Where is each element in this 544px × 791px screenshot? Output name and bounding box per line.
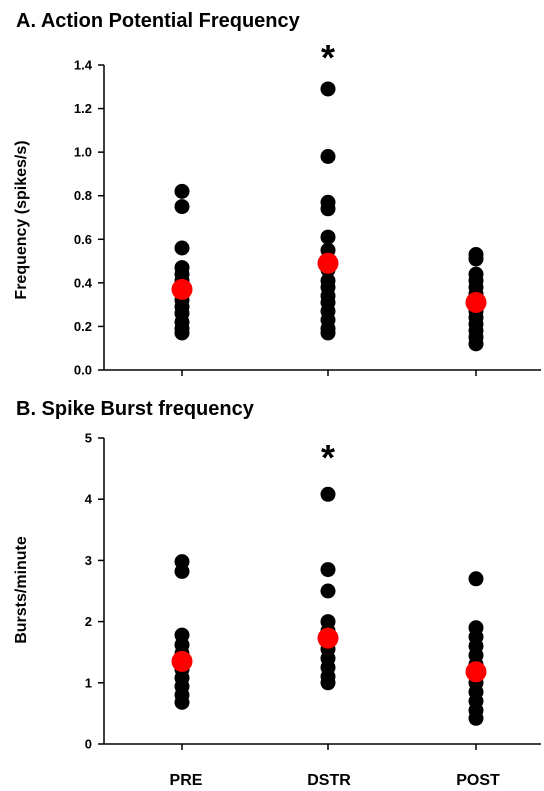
panel-a-point-dstr (320, 201, 336, 217)
panel-a-y-tick-label: 0.6 (74, 232, 92, 247)
panel-b-axes (103, 438, 541, 745)
panel-b-point-post (468, 571, 484, 587)
category-label-dstr: DSTR (307, 772, 351, 789)
panel-b-y-tick-label: 1 (85, 675, 92, 690)
panel-b-point-dstr (320, 583, 336, 599)
panel-b-mean-dstr (317, 627, 339, 649)
panel-b-y-tick-label: 4 (85, 492, 93, 507)
panel-a-significance-star: * (321, 37, 335, 78)
panel-a-point-dstr (320, 81, 336, 97)
panel-a-y-axis-label: Frequency (spikes/s) (13, 140, 30, 299)
panel-b-title: B. Spike Burst frequency (16, 398, 255, 420)
category-label-post: POST (456, 772, 500, 789)
panel-a-chart: A. Action Potential Frequency Frequency … (13, 10, 541, 378)
panel-a-significance: * (321, 37, 335, 78)
panel-a-point-pre (174, 199, 190, 215)
panel-a-point-pre (174, 183, 190, 199)
panel-a-y-tick-label: 0.4 (74, 275, 93, 290)
panel-a-points (174, 81, 484, 352)
panel-b-y-tick-label: 3 (85, 553, 92, 568)
panel-b-chart: B. Spike Burst frequency Bursts/minute 0… (13, 398, 541, 752)
panel-b-y-tick-label: 5 (85, 431, 92, 446)
panel-a-mean-pre (171, 278, 193, 300)
panel-b-point-pre (174, 563, 190, 579)
panel-a-point-post (468, 251, 484, 267)
panel-b-point-pre (174, 694, 190, 710)
panel-a-axes (103, 65, 541, 371)
panel-b-points (174, 486, 484, 726)
panel-a-point-dstr (320, 325, 336, 341)
panel-b-mean-pre (171, 650, 193, 672)
panel-a-y-tick-label: 1.2 (74, 101, 92, 116)
panel-b-point-dstr (320, 675, 336, 691)
panel-a-point-dstr (320, 149, 336, 164)
panel-b-significance: * (321, 437, 335, 478)
panel-a-mean-post (465, 291, 487, 313)
panel-a-mean-dstr (317, 252, 339, 274)
panel-a-y-ticks: 0.0 0.2 0.4 0.6 0.8 1.0 1.2 1.4 (74, 58, 477, 378)
panel-a-means (171, 252, 487, 313)
category-label-pre: PRE (170, 772, 203, 789)
panel-a-y-tick-label: 0.8 (74, 188, 92, 203)
panel-b-mean-post (465, 661, 487, 683)
panel-a-y-tick-label: 1.4 (74, 58, 93, 73)
panel-b-y-ticks: 0 1 2 3 4 5 (85, 431, 477, 752)
panel-b-significance-star: * (321, 437, 335, 478)
panel-a-point-pre (174, 325, 190, 341)
panel-a-y-tick-label: 0.0 (74, 363, 92, 378)
panel-b-y-tick-label: 2 (85, 614, 92, 629)
panel-b-point-dstr (320, 486, 336, 502)
panel-a-y-tick-label: 0.2 (74, 319, 92, 334)
panel-b-y-axis-label: Bursts/minute (13, 536, 30, 644)
panel-a-title: A. Action Potential Frequency (16, 10, 301, 32)
x-category-labels: PRE DSTR POST (170, 772, 500, 789)
panel-a-y-tick-label: 1.0 (74, 145, 92, 160)
panel-b-point-post (468, 710, 484, 726)
panel-a-point-pre (174, 240, 190, 256)
panel-a-point-dstr (320, 229, 336, 245)
panel-b-point-dstr (320, 562, 336, 578)
panel-b-means (171, 627, 487, 683)
panel-a-point-post (468, 336, 484, 352)
panel-b-y-tick-label: 0 (85, 737, 92, 752)
